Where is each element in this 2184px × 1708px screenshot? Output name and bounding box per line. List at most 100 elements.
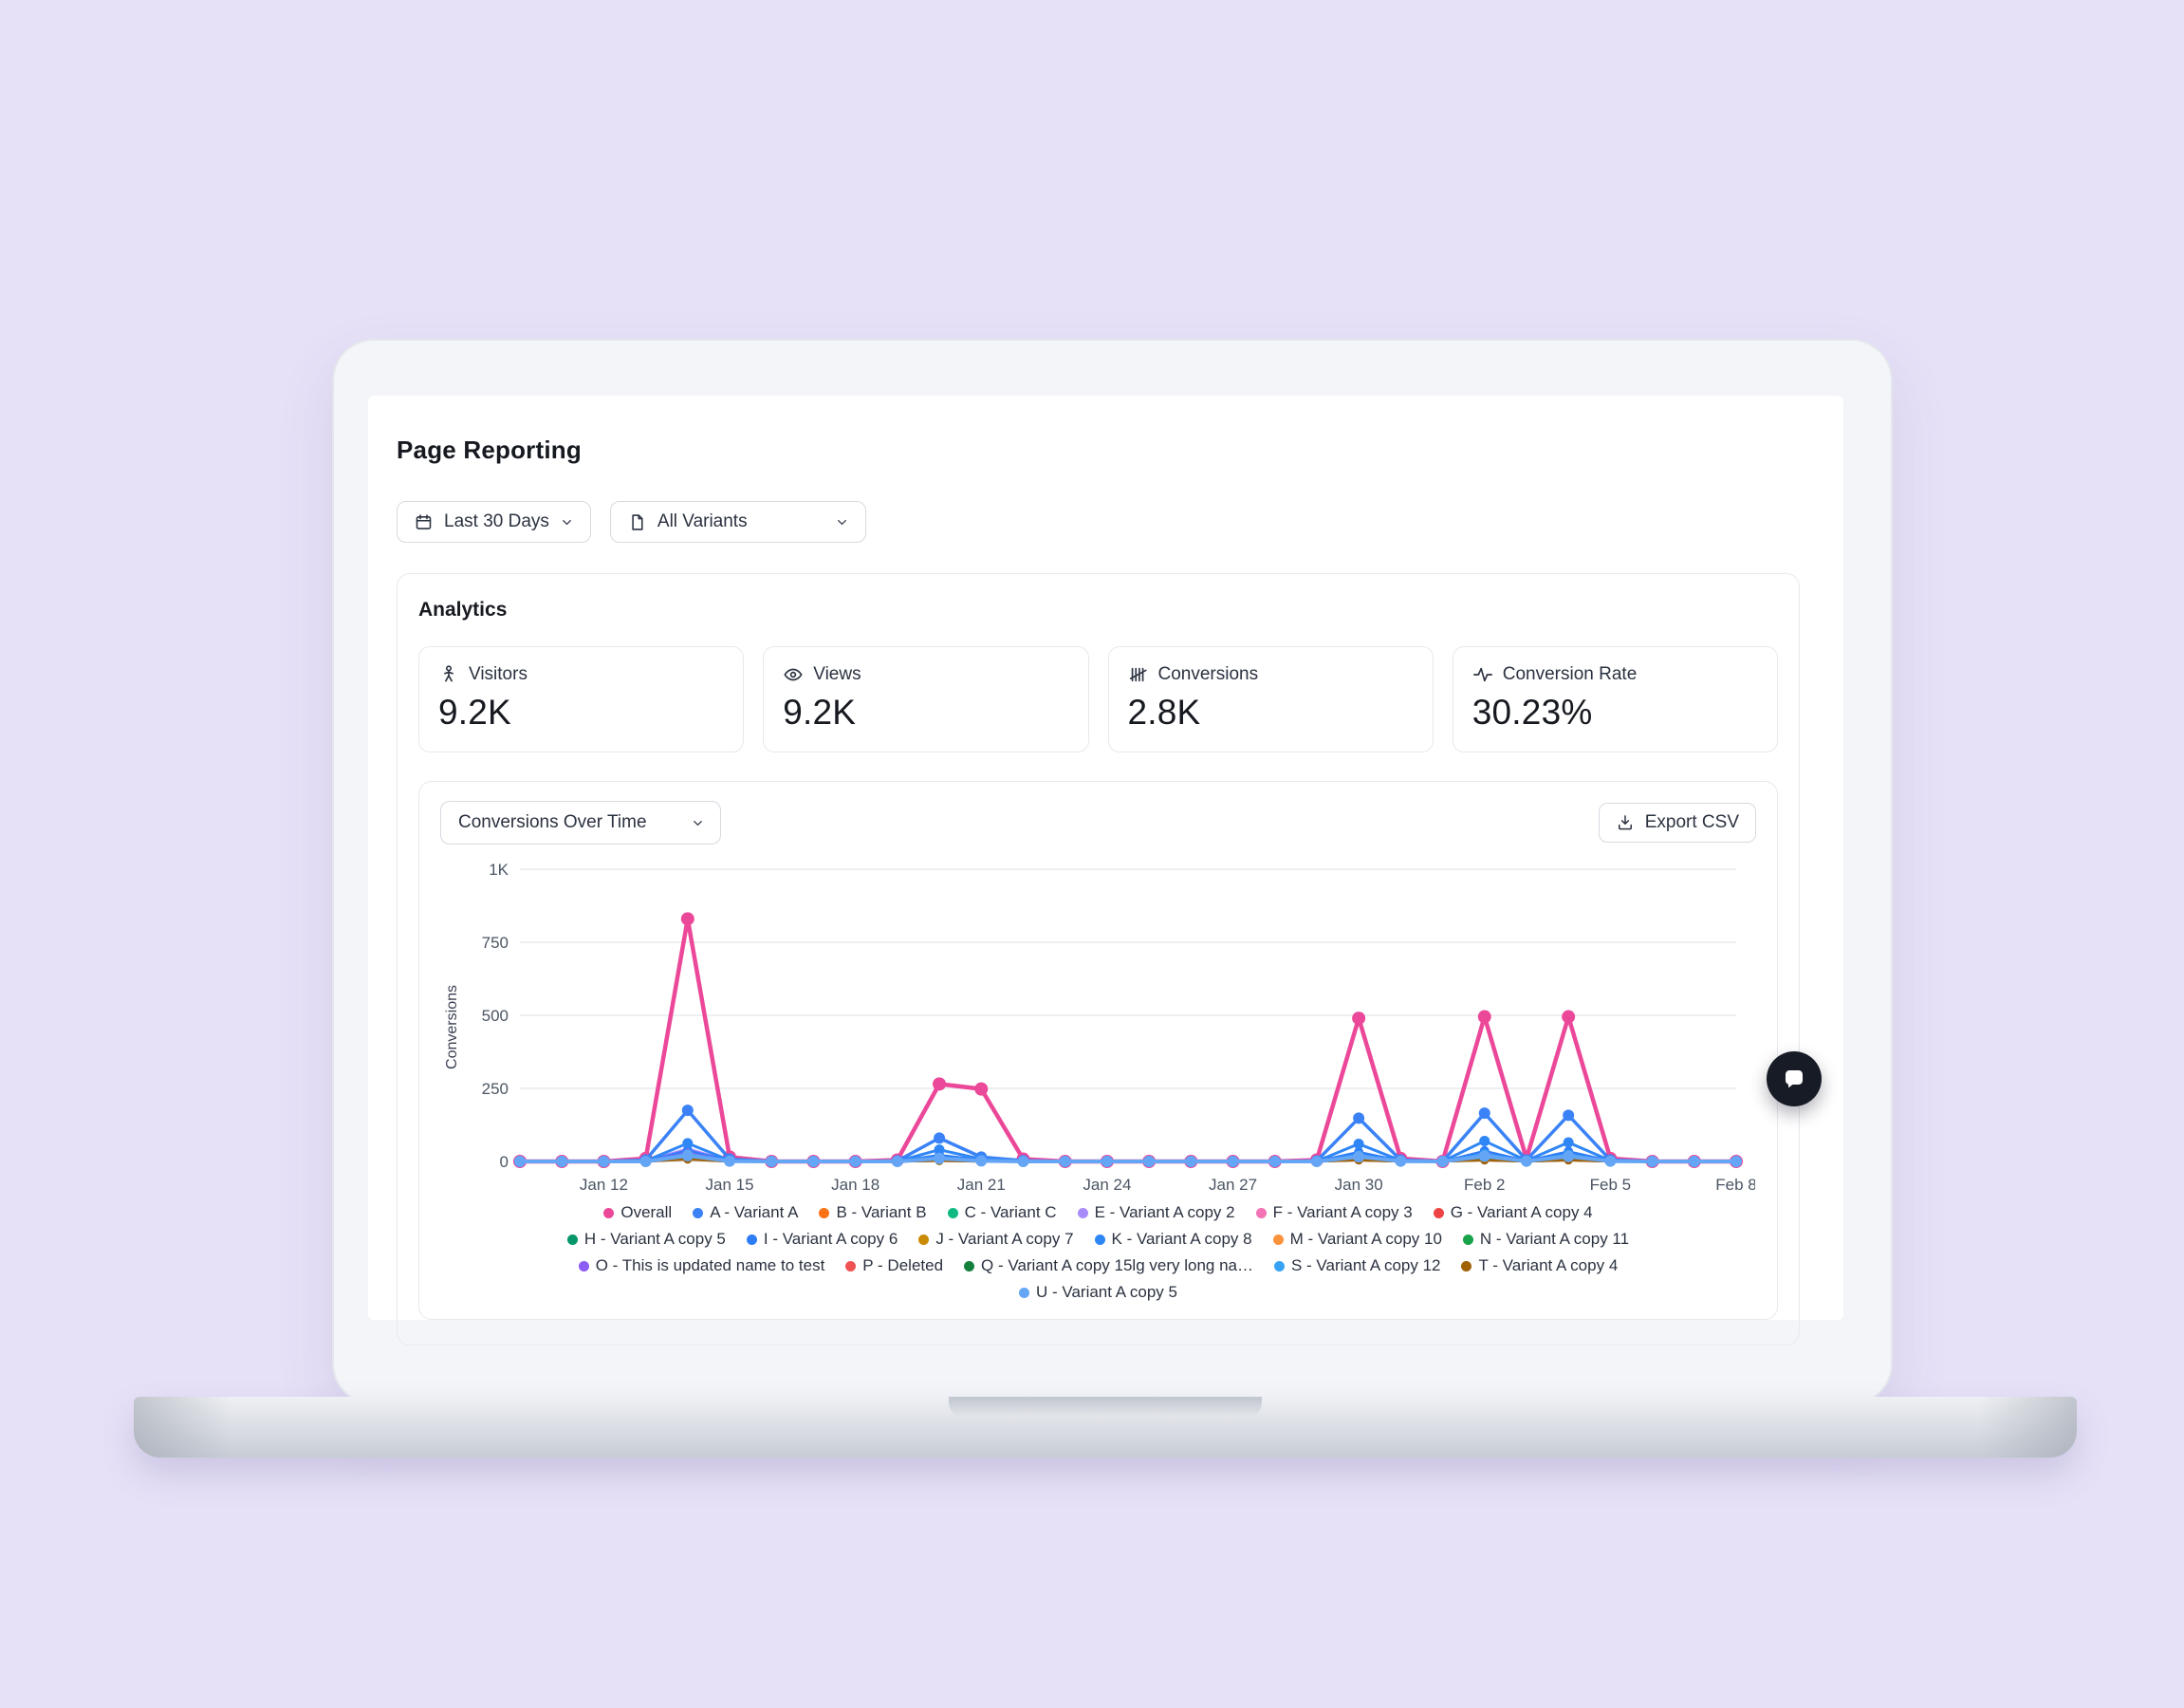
data-point[interactable] — [1688, 1156, 1700, 1167]
data-point[interactable] — [1353, 1112, 1365, 1124]
legend-item[interactable]: E - Variant A copy 2 — [1077, 1203, 1235, 1222]
legend-label: K - Variant A copy 8 — [1111, 1230, 1252, 1248]
data-point[interactable] — [974, 1082, 989, 1096]
variants-filter[interactable]: All Variants — [609, 501, 866, 543]
data-point[interactable] — [1731, 1156, 1742, 1167]
legend-item[interactable]: N - Variant A copy 11 — [1462, 1230, 1630, 1249]
date-range-filter[interactable]: Last 30 Days — [397, 501, 591, 543]
legend-item[interactable]: G - Variant A copy 4 — [1433, 1203, 1593, 1222]
conversion-rate-pulse-icon — [1472, 667, 1492, 682]
data-point[interactable] — [807, 1156, 820, 1167]
data-point[interactable] — [681, 1105, 694, 1117]
data-point[interactable] — [1563, 1150, 1575, 1162]
data-point[interactable] — [598, 1156, 610, 1167]
conversions-tally-icon — [1129, 667, 1147, 682]
legend-item[interactable]: K - Variant A copy 8 — [1094, 1230, 1252, 1249]
legend-dot — [1433, 1207, 1444, 1218]
data-point[interactable] — [1646, 1156, 1658, 1167]
legend-dot — [1273, 1260, 1285, 1272]
data-point[interactable] — [1395, 1155, 1407, 1167]
data-point[interactable] — [724, 1155, 736, 1167]
legend-dot — [845, 1260, 857, 1272]
data-point[interactable] — [1268, 1156, 1281, 1167]
chart-body: Conversions 0 250 500 750 1K Jan 12 Jan 15 Jan … — [440, 858, 1756, 1196]
calendar-icon — [416, 513, 432, 529]
data-point[interactable] — [1477, 1010, 1491, 1024]
data-point[interactable] — [1520, 1155, 1532, 1167]
data-point[interactable] — [1310, 1156, 1323, 1167]
data-point[interactable] — [975, 1155, 988, 1167]
data-point[interactable] — [639, 1156, 652, 1167]
data-point[interactable] — [1562, 1010, 1576, 1024]
data-point[interactable] — [934, 1132, 946, 1144]
legend-item[interactable]: Overall — [603, 1203, 672, 1222]
data-point[interactable] — [556, 1156, 568, 1167]
legend-item[interactable]: J - Variant A copy 7 — [918, 1230, 1074, 1249]
legend-item[interactable]: O - This is updated name to test — [578, 1256, 825, 1275]
data-point[interactable] — [1563, 1137, 1574, 1148]
legend-item[interactable]: F - Variant A copy 3 — [1255, 1203, 1413, 1222]
legend-label: Overall — [620, 1203, 673, 1221]
data-point[interactable] — [1143, 1156, 1156, 1167]
data-point[interactable] — [1352, 1012, 1366, 1026]
x-axis-tick: Jan 30 — [1335, 1176, 1383, 1194]
legend-dot — [1272, 1234, 1284, 1245]
data-point[interactable] — [1059, 1156, 1071, 1167]
legend-item[interactable]: M - Variant A copy 10 — [1272, 1230, 1442, 1249]
data-point[interactable] — [766, 1156, 778, 1167]
data-point[interactable] — [680, 912, 694, 926]
x-axis-tick: Jan 24 — [1083, 1176, 1131, 1194]
data-point[interactable] — [849, 1156, 861, 1167]
data-point[interactable] — [682, 1138, 694, 1149]
legend-item[interactable]: B - Variant B — [819, 1203, 927, 1222]
data-point[interactable] — [1436, 1156, 1449, 1167]
chevron-down-icon — [838, 519, 846, 525]
data-point[interactable] — [1101, 1156, 1113, 1167]
export-csv-button[interactable]: Export CSV — [1598, 803, 1756, 843]
legend-item[interactable]: C - Variant C — [947, 1203, 1057, 1222]
data-point[interactable] — [1017, 1156, 1029, 1167]
legend-item[interactable]: I - Variant A copy 6 — [746, 1230, 898, 1249]
series-line — [518, 1153, 1738, 1163]
data-point[interactable] — [1478, 1107, 1490, 1120]
data-point[interactable] — [1353, 1139, 1364, 1150]
legend-dot — [578, 1260, 589, 1272]
legend-item[interactable]: U - Variant A copy 5 — [1019, 1283, 1177, 1302]
visitors-icon — [444, 665, 453, 682]
data-point[interactable] — [681, 1149, 694, 1161]
chart-metric-select[interactable]: Conversions Over Time — [440, 801, 721, 845]
legend-item[interactable]: T - Variant A copy 4 — [1461, 1256, 1618, 1275]
legend-item[interactable]: S - Variant A copy 12 — [1273, 1256, 1441, 1275]
data-point[interactable] — [934, 1144, 945, 1156]
data-point[interactable] — [933, 1077, 947, 1091]
legend-item[interactable]: Q - Variant A copy 15lg very long na… — [964, 1256, 1253, 1275]
data-point[interactable] — [891, 1156, 903, 1167]
legend-item[interactable]: P - Deleted — [845, 1256, 943, 1275]
data-point[interactable] — [1563, 1109, 1575, 1122]
legend-label: M - Variant A copy 10 — [1289, 1230, 1442, 1248]
data-point[interactable] — [1478, 1150, 1490, 1162]
legend-dot — [1094, 1234, 1105, 1245]
metric-label: Views — [813, 664, 861, 684]
data-point[interactable] — [1604, 1155, 1617, 1167]
data-point[interactable] — [514, 1156, 526, 1167]
metric-label: Visitors — [469, 664, 527, 684]
data-point[interactable] — [934, 1152, 946, 1164]
legend-item[interactable]: A - Variant A — [693, 1203, 798, 1222]
data-point[interactable] — [1185, 1156, 1197, 1167]
chat-widget-button[interactable] — [1767, 1051, 1822, 1106]
laptop-notch — [949, 1397, 1262, 1418]
legend-item[interactable]: H - Variant A copy 5 — [566, 1230, 726, 1249]
legend-label: S - Variant A copy 12 — [1290, 1256, 1441, 1274]
y-axis-tick: 1K — [489, 861, 509, 879]
filters-row: Last 30 Days All Variants — [397, 501, 1800, 543]
data-point[interactable] — [1353, 1151, 1365, 1163]
legend-label: O - This is updated name to test — [595, 1256, 825, 1274]
download-icon — [1618, 815, 1632, 830]
legend-label: N - Variant A copy 11 — [1479, 1230, 1630, 1248]
data-point[interactable] — [1479, 1135, 1490, 1146]
data-point[interactable] — [1227, 1156, 1239, 1167]
date-range-label: Last 30 Days — [444, 511, 549, 531]
chevron-down-icon — [693, 820, 702, 826]
